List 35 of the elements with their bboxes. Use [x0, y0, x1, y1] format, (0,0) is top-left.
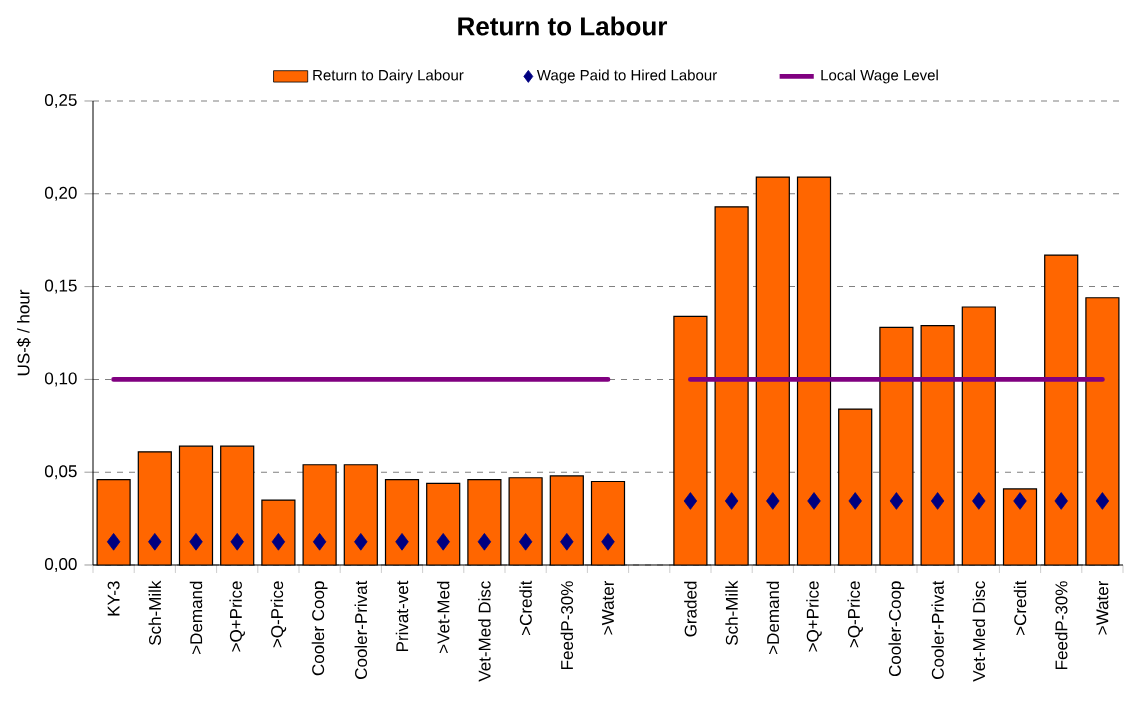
x-tick-label: Sch-Milk [148, 580, 162, 645]
chart-title: Return to Labour [458, 16, 668, 36]
x-tick-label: Cooler Coop [311, 581, 328, 676]
legend-label: Local Wage Level [821, 69, 938, 84]
x-tick-label: FeedP-30% [1054, 581, 1068, 669]
x-tick-label: Sch-Milk [725, 580, 738, 645]
x-tick-label: >Demand [766, 581, 780, 654]
x-tick-label: Vet-Med Disc [972, 581, 986, 682]
x-tick-label: >Water [602, 580, 614, 635]
x-tick-label: >Vet-Med [436, 581, 450, 653]
y-tick-label: 0,15 [44, 279, 77, 294]
y-tick-label: 0,00 [44, 557, 77, 573]
x-tick-label: >Demand [189, 581, 203, 654]
y-tick-label: 0,25 [44, 93, 77, 109]
y-tick-label: 0,10 [44, 372, 77, 387]
y-tick-label: 0,20 [44, 186, 77, 201]
x-tick-label: KY-3 [107, 581, 120, 616]
x-tick-label: >Credit [1013, 580, 1027, 636]
x-tick-label: Graded [684, 581, 697, 637]
x-tick-label: >Q-Price [270, 581, 287, 648]
x-tick-label: >Credit [519, 580, 532, 636]
x-tick-label: >Water [1096, 580, 1109, 635]
x-tick-label: FeedP-30% [560, 581, 574, 669]
x-tick-label: >Q+Price [229, 581, 245, 652]
x-tick-label: Cooler-Coop [888, 581, 905, 677]
x-tick-label: Cooler-Privat [354, 580, 368, 679]
legend-label: Wage Paid to Hired Labour [536, 69, 717, 84]
y-axis-title: US-$ / hour [16, 289, 31, 376]
x-tick-label: >Q+Price [806, 581, 822, 652]
y-tick-label: 0,05 [44, 465, 77, 480]
legend-label: Return to Dairy Labour [313, 69, 464, 84]
x-tick-label: Privat-vet [395, 580, 409, 652]
x-tick-label: Vet-Med Disc [478, 581, 491, 682]
x-tick-label: >Q-Price [847, 581, 863, 648]
x-tick-label: Cooler-Privat [931, 580, 944, 679]
